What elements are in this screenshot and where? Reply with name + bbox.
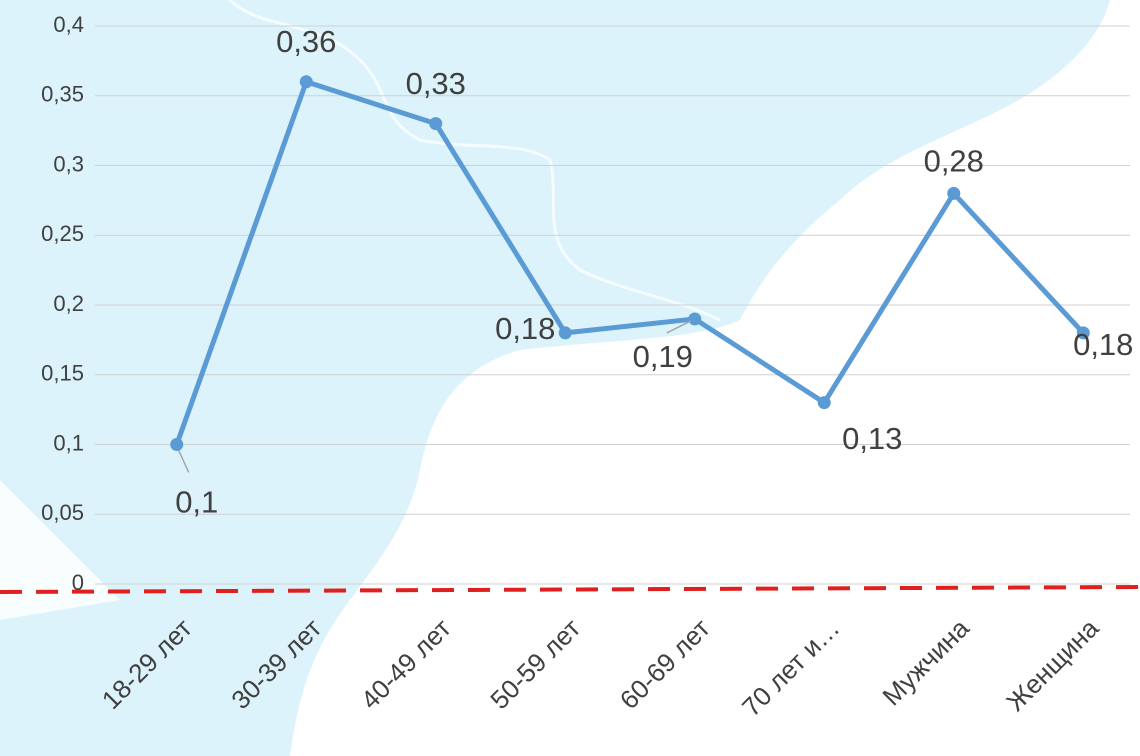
x-tick-label: 50-59 лет — [484, 613, 586, 715]
y-tick-label: 0,3 — [53, 151, 84, 176]
value-label: 0,18 — [1073, 327, 1133, 362]
point — [558, 326, 572, 340]
point — [170, 438, 184, 451]
x-tick-label: Женщина — [1000, 613, 1104, 717]
point — [1076, 326, 1090, 340]
y-tick-label: 0,4 — [53, 12, 84, 37]
leader-line — [178, 450, 190, 473]
y-tick-label: 0,1 — [53, 430, 84, 455]
y-tick-label: 0 — [72, 570, 84, 595]
value-label: 0,28 — [924, 144, 984, 179]
x-tick-label: 40-49 лет — [355, 613, 457, 715]
value-label: 0,36 — [276, 24, 336, 59]
value-label: 0,1 — [175, 485, 218, 520]
point — [299, 75, 313, 89]
x-tick-label: Мужчина — [876, 613, 975, 712]
value-label: 0,33 — [406, 66, 466, 101]
reference-line — [0, 585, 1140, 594]
grid — [95, 25, 1130, 585]
y-tick-label: 0,2 — [53, 291, 84, 316]
y-tick-label: 0,15 — [41, 361, 84, 386]
y-tick-label: 0,05 — [41, 500, 84, 525]
point — [817, 396, 831, 410]
y-tick-label: 0,35 — [41, 82, 84, 107]
point — [688, 312, 702, 326]
leader-line — [666, 320, 692, 334]
value-label: 0,18 — [495, 311, 555, 346]
x-tick-label: 70 лет и… — [736, 613, 845, 722]
line — [174, 79, 1086, 446]
point — [429, 117, 443, 131]
background-map — [0, 0, 1110, 756]
x-tick-label: 60-69 лет — [614, 613, 716, 715]
value-label: 0,13 — [842, 421, 902, 456]
value-label: 0,19 — [633, 339, 693, 374]
y-tick-label: 0,25 — [41, 221, 84, 246]
point — [947, 186, 961, 200]
